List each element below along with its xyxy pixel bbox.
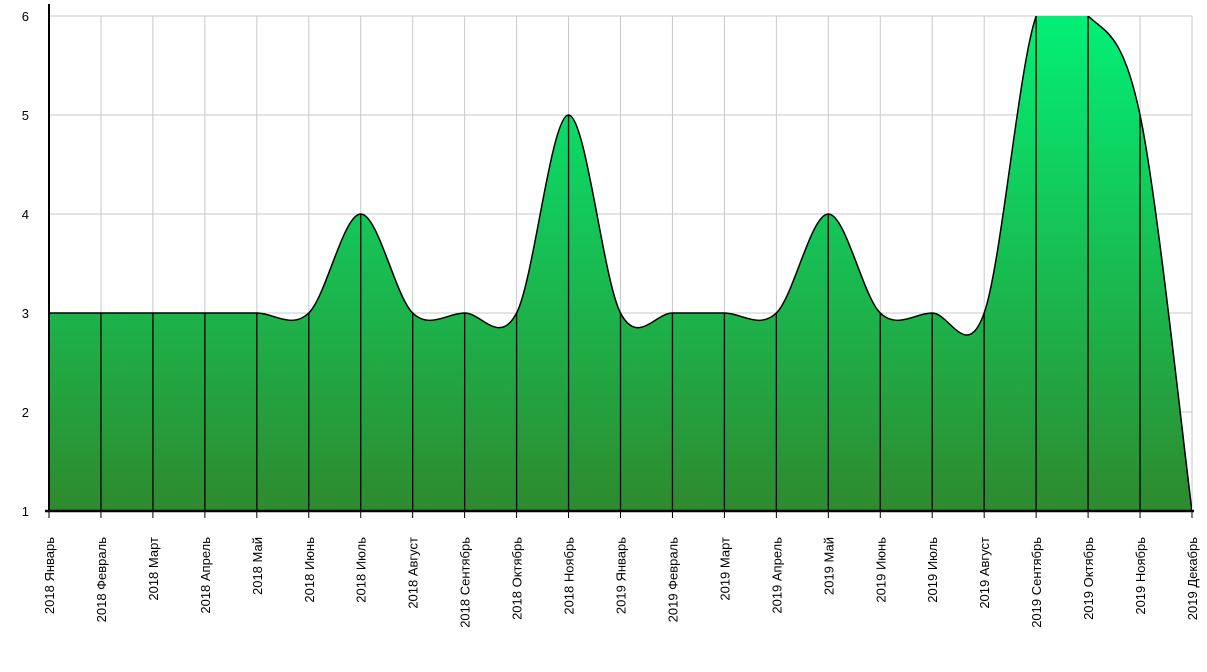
x-tick-label-0: 2018 Январь — [42, 537, 57, 614]
area-series — [49, 16, 1192, 511]
x-tick-label-21: 2019 Ноябрь — [1133, 537, 1148, 615]
x-tick-label-19: 2019 Сентябрь — [1029, 537, 1044, 628]
x-tick-label-2: 2018 Март — [146, 537, 161, 601]
series-line — [49, 16, 1192, 511]
y-tick-label-0: 1 — [22, 504, 29, 519]
x-tick-label-4: 2018 Май — [250, 537, 265, 595]
x-tick-label-14: 2019 Апрель — [769, 537, 784, 614]
x-tick-labels: 2018 Январь 2018 Февраль 2018 Март 2018 Апр… — [42, 537, 1200, 628]
x-tick-label-20: 2019 Октябрь — [1081, 537, 1096, 620]
x-tick-label-11: 2019 Январь — [614, 537, 629, 614]
x-tick-label-22: 2019 Декабрь — [1185, 537, 1200, 620]
x-tick-label-12: 2019 Февраль — [665, 537, 680, 623]
x-tick-label-18: 2019 Август — [977, 537, 992, 609]
x-tick-label-16: 2019 Июнь — [873, 537, 888, 603]
x-tick-label-10: 2018 Ноябрь — [562, 537, 577, 615]
x-tick-label-6: 2018 Июль — [354, 537, 369, 603]
x-tick-label-5: 2018 Июнь — [302, 537, 317, 603]
y-tick-label-1: 2 — [22, 405, 29, 420]
area-fill — [49, 16, 1192, 511]
x-tick-label-17: 2019 Июль — [925, 537, 940, 603]
x-tick-label-3: 2018 Апрель — [198, 537, 213, 614]
x-tick-label-1: 2018 Февраль — [94, 537, 109, 623]
y-tick-label-2: 3 — [22, 306, 29, 321]
y-tick-label-3: 4 — [22, 207, 29, 222]
x-tick-label-13: 2019 Март — [717, 537, 732, 601]
y-tick-label-4: 5 — [22, 108, 29, 123]
x-tick-label-15: 2019 Май — [821, 537, 836, 595]
x-tick-label-8: 2018 Сентябрь — [458, 537, 473, 628]
x-tick-label-9: 2018 Октябрь — [510, 537, 525, 620]
x-tick-label-7: 2018 Август — [406, 537, 421, 609]
axes — [45, 4, 1194, 518]
y-tick-labels: 1 2 3 4 5 6 — [22, 9, 29, 519]
y-tick-label-5: 6 — [22, 9, 29, 24]
